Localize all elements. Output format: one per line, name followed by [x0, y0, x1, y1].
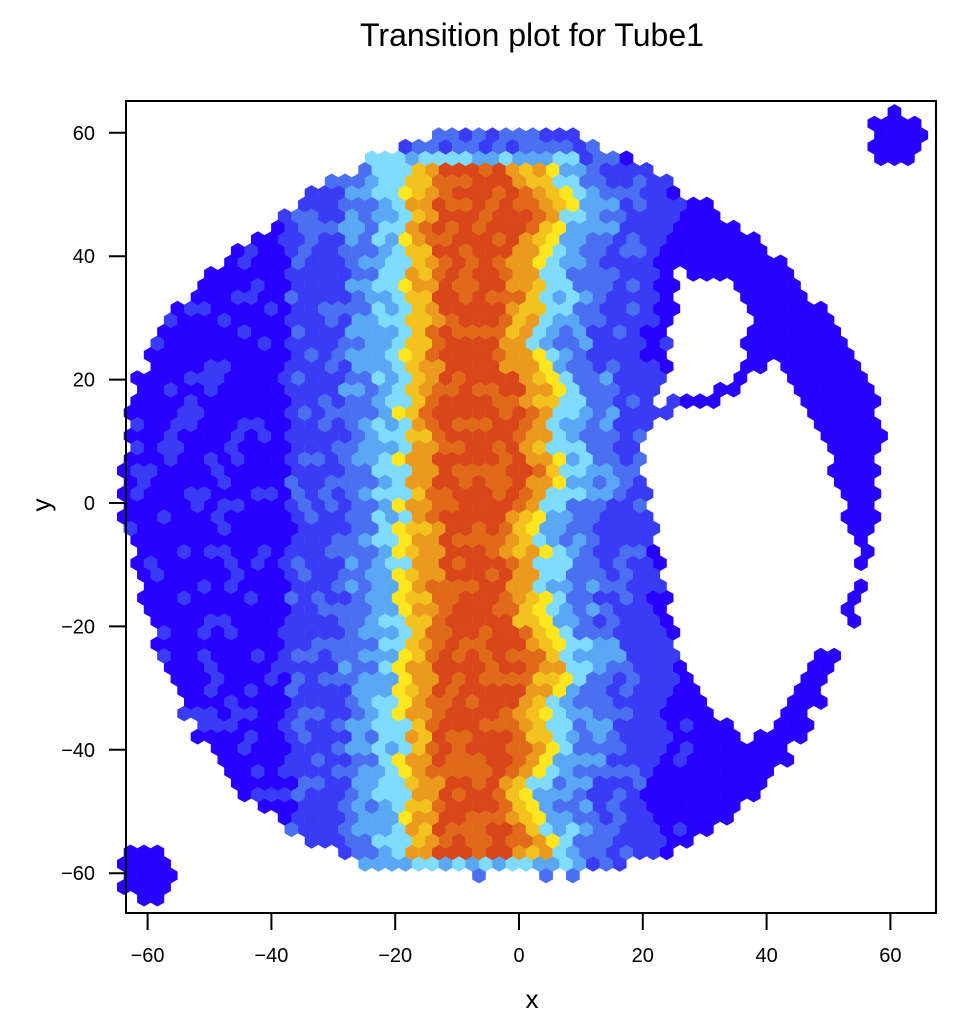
y-tick-label: 20 — [73, 370, 95, 392]
y-tick-label: −40 — [61, 740, 95, 762]
y-tick-label: −20 — [61, 616, 95, 638]
y-tick-label: −60 — [61, 863, 95, 885]
hexbin-cells — [117, 104, 929, 907]
x-tick-label: 40 — [755, 945, 777, 967]
x-tick-label: 0 — [513, 945, 524, 967]
y-tick-label: 40 — [73, 246, 95, 268]
plot-frame — [125, 100, 937, 914]
y-axis-label: y — [26, 499, 56, 512]
x-tick-label: −20 — [378, 945, 412, 967]
x-axis-label: x — [526, 984, 539, 1014]
x-tick-label: 20 — [632, 945, 654, 967]
y-axis: −60 −40 −20 0 20 40 60 — [61, 123, 126, 885]
chart-title: Transition plot for Tube1 — [360, 17, 704, 53]
x-axis: −60 −40 −20 0 20 40 60 — [131, 913, 902, 967]
y-tick-label: 60 — [73, 123, 95, 145]
x-tick-label: −40 — [254, 945, 288, 967]
y-tick-label: 0 — [84, 493, 95, 515]
x-tick-label: 60 — [879, 945, 901, 967]
x-tick-label: −60 — [131, 945, 165, 967]
